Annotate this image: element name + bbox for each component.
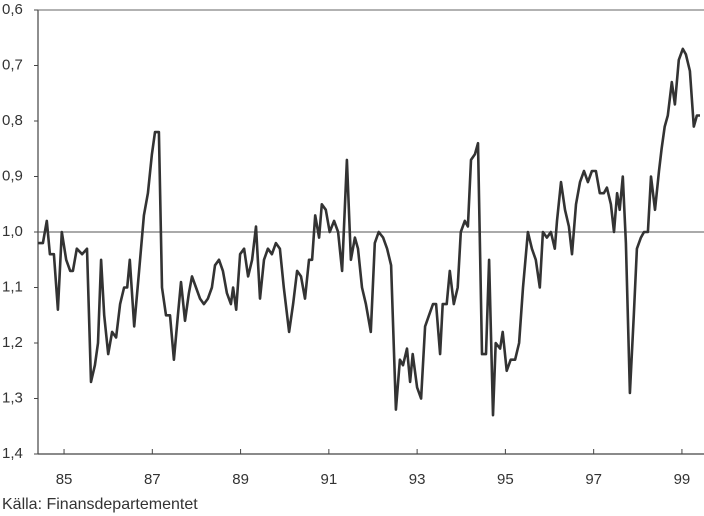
y-tick-label: 0,9 [2,167,23,184]
y-tick-label: 0,8 [2,112,23,129]
y-tick-label: 0,7 [2,56,23,73]
y-tick-label: 1,0 [2,223,23,240]
y-tick-label: 1,3 [2,389,23,406]
x-tick-label: 91 [321,471,338,488]
x-tick-label: 87 [144,471,161,488]
source-note: Källa: Finansdepartementet [2,496,198,513]
data-line [38,47,700,417]
x-tick-label: 93 [409,471,426,488]
y-tick-label: 1,4 [2,445,23,462]
y-tick-label: 0,6 [2,1,23,18]
y-tick-label: 1,2 [2,334,23,351]
x-tick-label: 95 [497,471,514,488]
x-tick-label: 99 [674,471,691,488]
x-tick-label: 97 [585,471,602,488]
x-tick-label: 85 [56,471,73,488]
y-tick-label: 1,1 [2,278,23,295]
x-tick-label: 89 [232,471,249,488]
